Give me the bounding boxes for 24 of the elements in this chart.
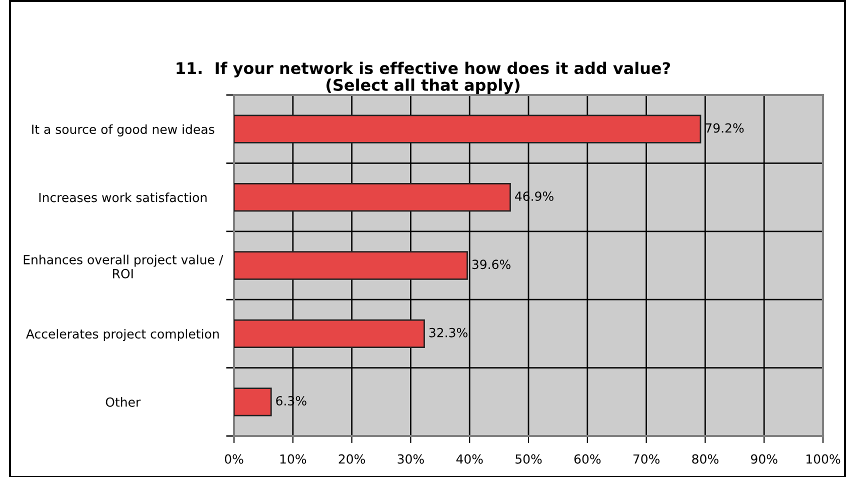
x-tick-label: 10% bbox=[280, 454, 306, 464]
x-tick-label: 50% bbox=[516, 454, 542, 464]
y-tick-label: Enhances overall project value / ROI bbox=[24, 254, 224, 278]
bar bbox=[234, 182, 511, 212]
y-tick-label: It a source of good new ideas bbox=[32, 124, 214, 136]
bar bbox=[234, 388, 272, 416]
bar bbox=[234, 114, 702, 144]
x-tick-label: 20% bbox=[338, 454, 365, 464]
y-tick-label: Accelerates project completion bbox=[26, 328, 219, 342]
bar bbox=[234, 319, 425, 348]
x-tick-label: 100% bbox=[806, 454, 840, 464]
chart-title: 11. If your network is effective how does it add value? (Select all that apply) bbox=[176, 62, 670, 94]
y-tick-label: Other bbox=[106, 397, 141, 407]
y-tick-label: Increases work satisfaction bbox=[39, 192, 207, 202]
data-label: 39.6% bbox=[472, 260, 510, 270]
x-tick-label: 0% bbox=[224, 454, 244, 464]
x-tick-label: 80% bbox=[692, 454, 718, 464]
bar bbox=[234, 251, 468, 280]
x-tick-label: 40% bbox=[456, 454, 483, 464]
data-label: 32.3% bbox=[429, 328, 468, 338]
x-tick-label: 90% bbox=[750, 454, 778, 464]
x-tick-label: 70% bbox=[633, 454, 660, 464]
x-tick-label: 30% bbox=[398, 454, 424, 464]
x-tick-label: 60% bbox=[574, 454, 601, 464]
